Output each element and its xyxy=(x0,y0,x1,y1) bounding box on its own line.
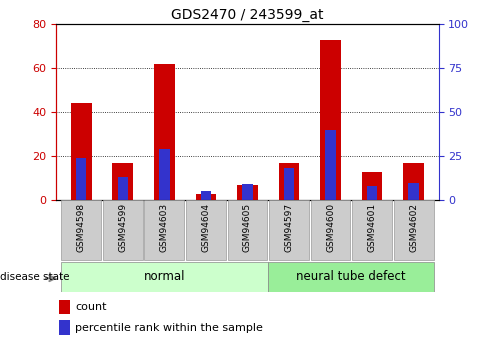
FancyBboxPatch shape xyxy=(311,200,350,260)
Bar xyxy=(59,299,70,314)
Text: GSM94599: GSM94599 xyxy=(118,203,127,252)
Bar xyxy=(403,163,424,200)
Bar xyxy=(279,163,299,200)
Bar xyxy=(154,64,175,200)
Text: disease state: disease state xyxy=(0,272,70,282)
FancyBboxPatch shape xyxy=(268,262,435,292)
Text: count: count xyxy=(75,302,107,312)
Text: GSM94602: GSM94602 xyxy=(409,203,418,252)
Bar xyxy=(237,185,258,200)
FancyBboxPatch shape xyxy=(269,200,309,260)
Bar xyxy=(71,104,92,200)
Text: percentile rank within the sample: percentile rank within the sample xyxy=(75,323,263,333)
FancyBboxPatch shape xyxy=(60,262,268,292)
FancyBboxPatch shape xyxy=(393,200,434,260)
Bar xyxy=(367,186,377,200)
Text: neural tube defect: neural tube defect xyxy=(296,270,406,283)
Text: GSM94601: GSM94601 xyxy=(368,203,377,252)
Bar xyxy=(201,191,211,200)
Text: GSM94604: GSM94604 xyxy=(201,203,210,252)
Bar xyxy=(196,194,216,200)
FancyBboxPatch shape xyxy=(186,200,226,260)
FancyBboxPatch shape xyxy=(103,200,143,260)
Text: GSM94600: GSM94600 xyxy=(326,203,335,252)
FancyBboxPatch shape xyxy=(352,200,392,260)
Bar xyxy=(409,183,419,200)
FancyBboxPatch shape xyxy=(145,200,184,260)
Bar xyxy=(284,168,294,200)
Text: GSM94603: GSM94603 xyxy=(160,203,169,252)
FancyBboxPatch shape xyxy=(227,200,268,260)
Bar xyxy=(325,130,336,200)
Bar xyxy=(112,163,133,200)
FancyBboxPatch shape xyxy=(61,200,101,260)
Text: GSM94605: GSM94605 xyxy=(243,203,252,252)
Text: GSM94598: GSM94598 xyxy=(77,203,86,252)
Bar xyxy=(76,158,86,200)
Bar xyxy=(118,177,128,200)
Text: normal: normal xyxy=(144,270,185,283)
Bar xyxy=(320,40,341,200)
Bar xyxy=(159,149,170,200)
Bar xyxy=(59,320,70,335)
Text: GSM94597: GSM94597 xyxy=(285,203,294,252)
Bar xyxy=(362,171,383,200)
Bar xyxy=(242,184,253,200)
Title: GDS2470 / 243599_at: GDS2470 / 243599_at xyxy=(171,8,324,22)
